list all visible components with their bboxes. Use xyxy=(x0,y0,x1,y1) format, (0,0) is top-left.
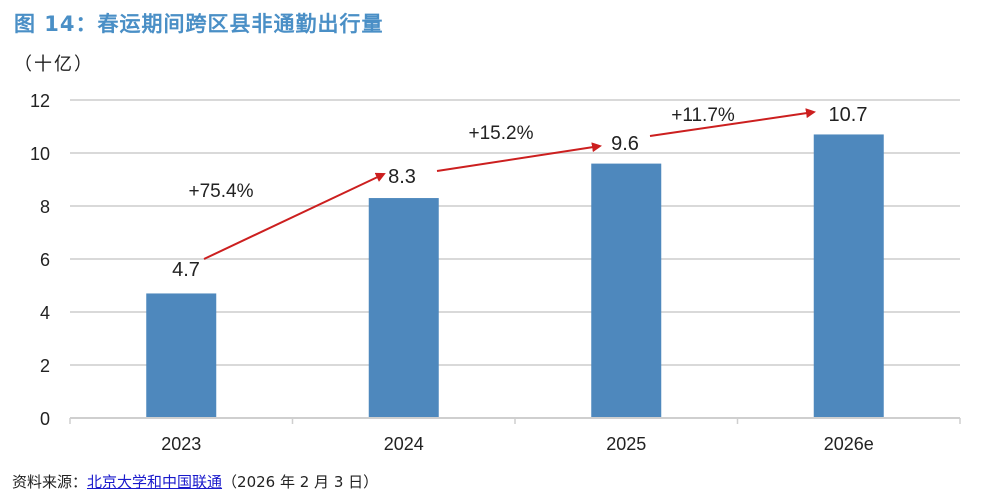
y-tick-label: 4 xyxy=(40,303,50,323)
bar-2025 xyxy=(591,163,662,418)
growth-arrows: +75.4% +15.2% +11.7% xyxy=(189,105,816,260)
x-axis xyxy=(69,417,961,424)
x-tick-label: 2025 xyxy=(606,434,646,454)
growth-label: +75.4% xyxy=(189,181,254,202)
y-axis-ticks: 0 2 4 6 8 10 12 xyxy=(30,91,50,429)
value-labels: 4.7 8.3 9.6 10.7 xyxy=(172,104,867,281)
gridlines xyxy=(70,99,960,366)
source-prefix: 资料来源： xyxy=(12,473,88,491)
value-label: 10.7 xyxy=(829,104,868,126)
source-note: 资料来源：北京大学和中国联通（2026 年 2 月 3 日） xyxy=(12,471,378,492)
figure-title: 图 14：春运期间跨区县非通勤出行量 xyxy=(14,12,384,36)
value-label: 9.6 xyxy=(611,133,639,155)
y-tick-label: 6 xyxy=(40,250,50,270)
source-link[interactable]: 北京大学和中国联通 xyxy=(87,473,223,491)
growth-arrow xyxy=(203,172,386,260)
x-axis-labels: 2023 2024 2025 2026e xyxy=(161,434,874,454)
bar-2026e xyxy=(813,134,884,418)
x-tick-label: 2023 xyxy=(161,434,201,454)
bar-2024 xyxy=(368,198,439,418)
growth-arrow xyxy=(649,108,816,137)
bars xyxy=(146,134,884,418)
growth-arrow xyxy=(436,142,602,172)
bar-2023 xyxy=(146,293,217,418)
y-tick-label: 8 xyxy=(40,197,50,217)
source-date: （2026 年 2 月 3 日） xyxy=(222,473,379,491)
x-tick-label: 2026e xyxy=(824,434,874,454)
growth-label: +15.2% xyxy=(469,123,534,144)
x-tick-label: 2024 xyxy=(384,434,424,454)
y-tick-label: 0 xyxy=(40,409,50,429)
value-label: 8.3 xyxy=(388,166,416,188)
y-tick-label: 10 xyxy=(30,144,50,164)
growth-label: +11.7% xyxy=(671,105,735,126)
y-tick-label: 12 xyxy=(30,91,50,111)
y-tick-label: 2 xyxy=(40,356,50,376)
y-axis-unit: （十亿） xyxy=(14,54,94,75)
value-label: 4.7 xyxy=(172,259,200,281)
